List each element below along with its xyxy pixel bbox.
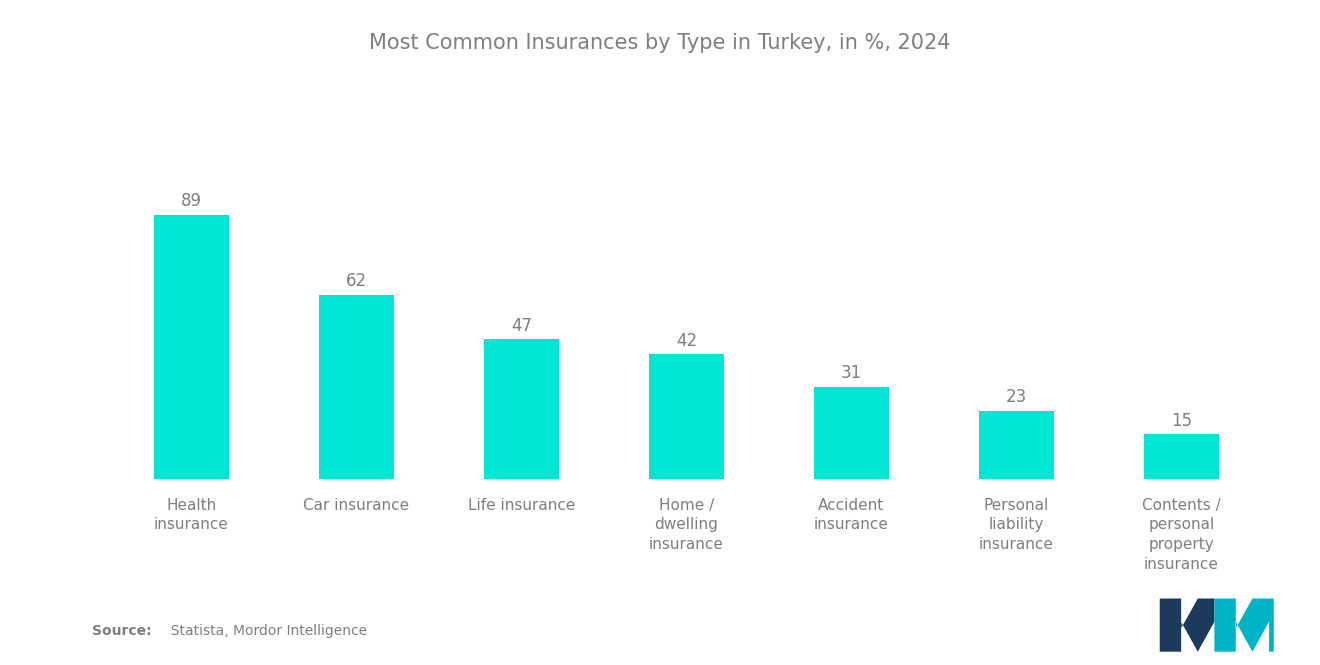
Text: 42: 42	[676, 332, 697, 350]
Bar	[319, 295, 393, 479]
Bar	[484, 339, 558, 479]
Text: 15: 15	[1171, 412, 1192, 430]
Bar	[1144, 434, 1218, 479]
Text: 23: 23	[1006, 388, 1027, 406]
Polygon shape	[1160, 598, 1214, 652]
Bar	[649, 354, 723, 479]
Text: Source:: Source:	[92, 624, 152, 638]
Bar	[979, 410, 1053, 479]
Text: 31: 31	[841, 364, 862, 382]
Text: 47: 47	[511, 317, 532, 335]
Polygon shape	[1214, 598, 1274, 652]
Text: 89: 89	[181, 192, 202, 210]
Bar	[154, 215, 228, 479]
Bar	[814, 387, 888, 479]
Text: 62: 62	[346, 273, 367, 291]
Text: Most Common Insurances by Type in Turkey, in %, 2024: Most Common Insurances by Type in Turkey…	[370, 33, 950, 53]
Text: Statista, Mordor Intelligence: Statista, Mordor Intelligence	[162, 624, 367, 638]
